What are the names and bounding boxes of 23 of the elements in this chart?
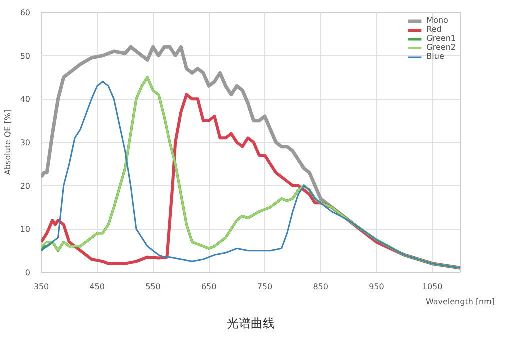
x-tick-label: 550 xyxy=(146,282,161,292)
x-tick-label: 750 xyxy=(257,282,273,292)
y-tick-label: 40 xyxy=(20,95,31,104)
x-tick-label: 450 xyxy=(90,282,106,292)
legend-label: Green1 xyxy=(426,34,456,43)
y-tick-label: 50 xyxy=(20,52,31,61)
y-tick-label: 20 xyxy=(20,182,31,191)
y-axis-title: Absolute QE [%] xyxy=(3,110,12,176)
x-tick-label: 650 xyxy=(201,282,217,292)
y-tick-label: 30 xyxy=(20,138,31,148)
x-tick-label: 850 xyxy=(313,282,328,292)
x-tick-label: 350 xyxy=(34,282,50,292)
text: 光谱曲线 xyxy=(227,316,275,330)
x-axis-title: Wavelength [nm] xyxy=(426,298,496,306)
legend-label: Blue xyxy=(426,52,446,61)
y-tick-label: 0 xyxy=(25,268,31,278)
x-tick-label: 1050 xyxy=(422,282,443,292)
x-tick-label: 950 xyxy=(369,282,384,292)
legend-label: Green2 xyxy=(426,43,456,52)
legend-label: Mono xyxy=(426,16,448,25)
legend-label: Red xyxy=(426,25,443,34)
y-tick-label: 10 xyxy=(20,225,31,234)
y-tick-label: 60 xyxy=(20,8,31,18)
